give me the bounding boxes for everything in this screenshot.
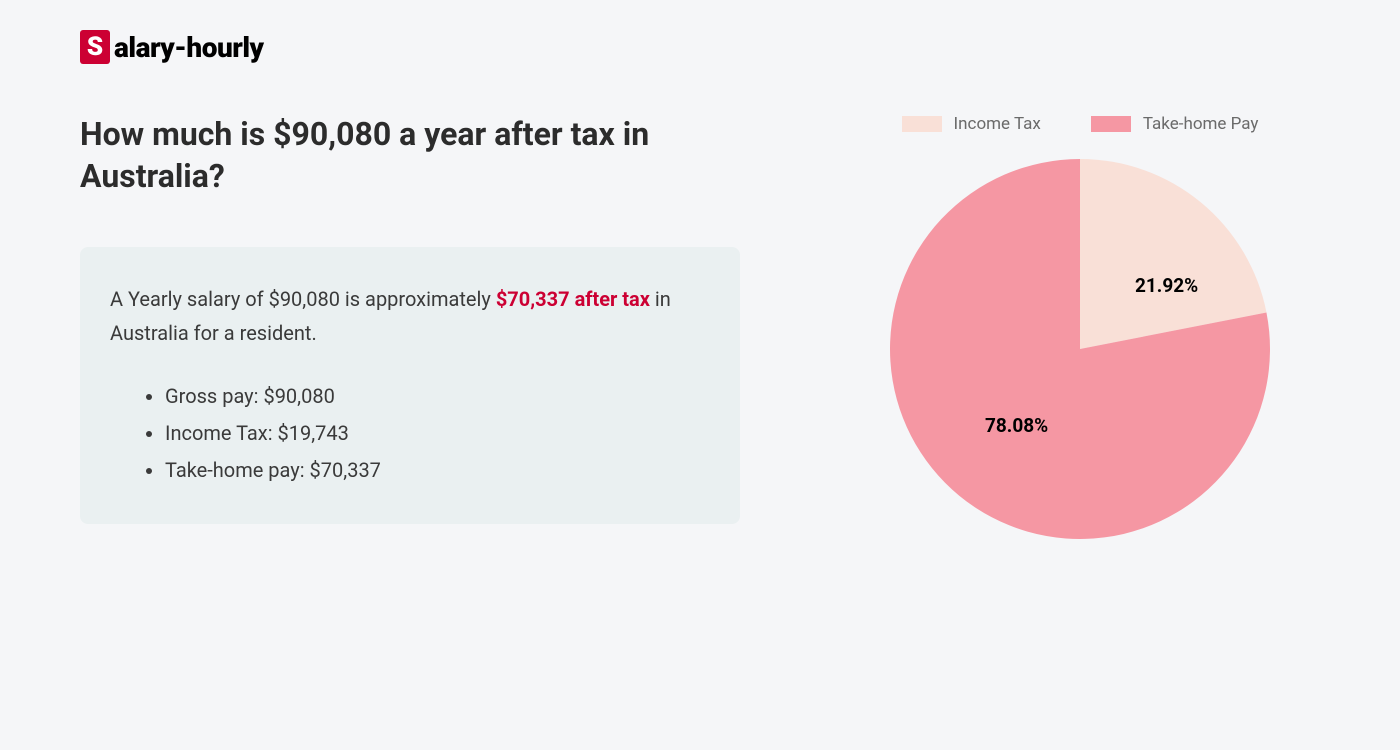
pie-slice-label: 21.92%	[1135, 274, 1198, 297]
info-prefix: A Yearly salary of $90,080 is approximat…	[110, 287, 496, 311]
page-title: How much is $90,080 a year after tax in …	[80, 114, 740, 197]
pie-slice-label: 78.08%	[985, 414, 1048, 437]
legend-item-income-tax: Income Tax	[902, 114, 1041, 134]
list-item: Take-home pay: $70,337	[165, 452, 710, 489]
legend-label: Income Tax	[954, 114, 1041, 134]
legend-label: Take-home Pay	[1143, 114, 1259, 134]
logo-box: S	[80, 30, 110, 64]
legend-swatch	[902, 116, 942, 132]
chart-legend: Income Tax Take-home Pay	[902, 114, 1259, 134]
pie-svg	[890, 159, 1270, 539]
logo-text: alary-hourly	[114, 31, 264, 64]
list-item: Income Tax: $19,743	[165, 415, 710, 452]
pie-chart: 21.92% 78.08%	[890, 159, 1270, 539]
info-box: A Yearly salary of $90,080 is approximat…	[80, 247, 740, 524]
content-row: How much is $90,080 a year after tax in …	[80, 114, 1320, 539]
info-highlight: $70,337 after tax	[496, 287, 650, 311]
info-text: A Yearly salary of $90,080 is approximat…	[110, 282, 710, 350]
legend-swatch	[1091, 116, 1131, 132]
list-item: Gross pay: $90,080	[165, 378, 710, 415]
legend-item-take-home: Take-home Pay	[1091, 114, 1259, 134]
chart-section: Income Tax Take-home Pay 21.92% 78.08%	[840, 114, 1320, 539]
page-container: S alary-hourly How much is $90,080 a yea…	[80, 30, 1320, 539]
bullet-list: Gross pay: $90,080 Income Tax: $19,743 T…	[110, 378, 710, 489]
logo: S alary-hourly	[80, 30, 1320, 64]
left-section: How much is $90,080 a year after tax in …	[80, 114, 740, 539]
